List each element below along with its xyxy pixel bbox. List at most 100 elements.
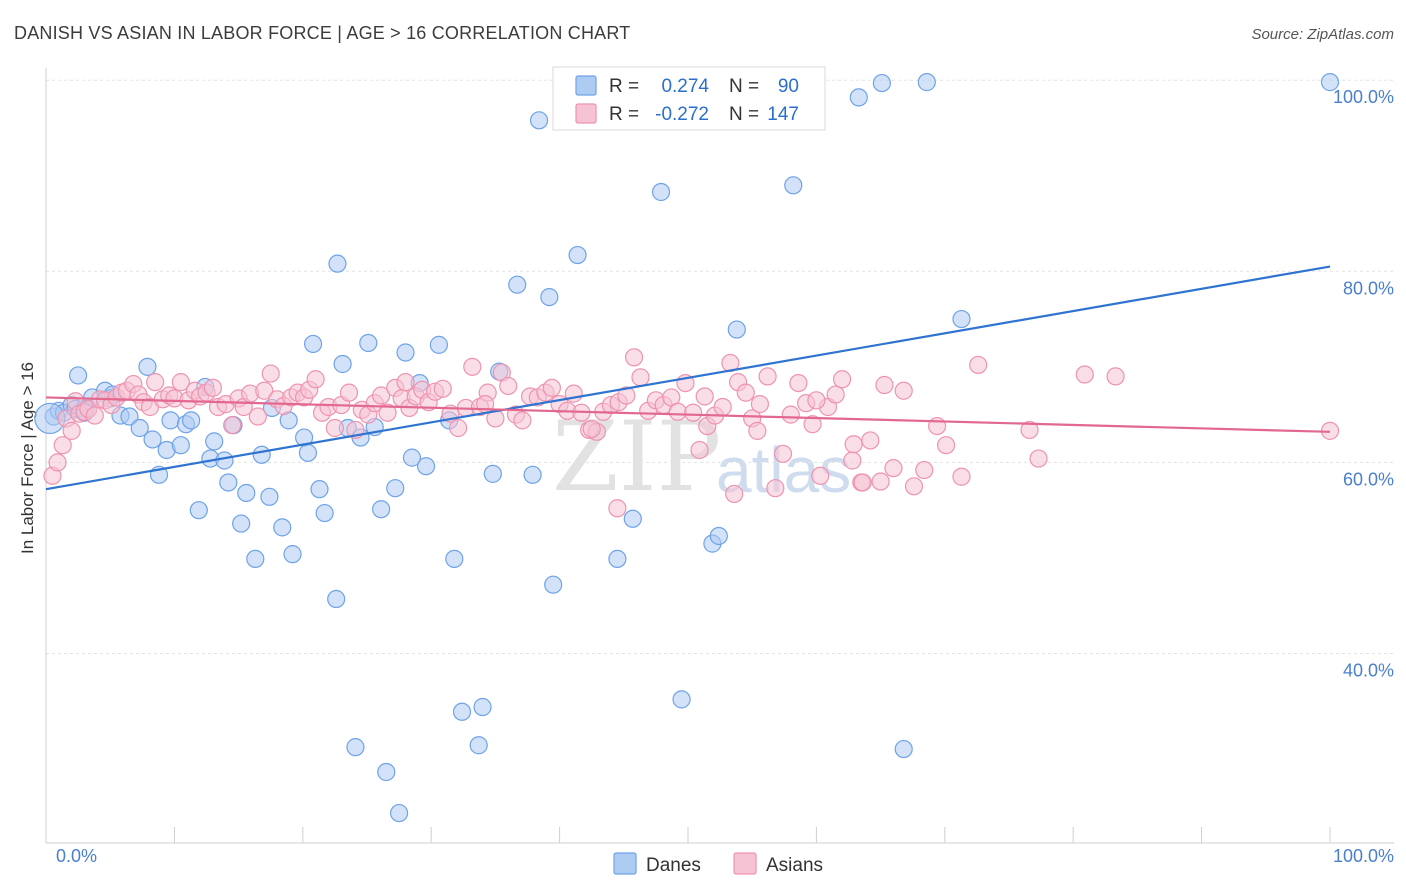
point-danes-75 (623, 509, 642, 528)
trend-lines (45, 265, 1331, 491)
legend-r-label-asians: R = (609, 104, 639, 125)
trend-line-asians (45, 396, 1331, 433)
point-danes-32 (246, 549, 265, 569)
point-danes-16 (143, 430, 162, 449)
point-danes-56 (396, 343, 415, 362)
point-asians-141 (807, 391, 826, 410)
point-danes-63 (452, 702, 472, 721)
y-tick-label-100: 100.0% (1333, 87, 1394, 107)
point-danes-50 (359, 333, 378, 353)
point-danes-59 (416, 457, 436, 476)
point-asians-90 (624, 348, 644, 367)
point-danes-72 (544, 575, 563, 594)
point-danes-83 (872, 73, 891, 93)
point-asians-102 (713, 397, 732, 417)
point-danes-86 (952, 309, 971, 329)
point-asians-122 (871, 472, 890, 491)
y-tick-labels: 100.0% 80.0% 60.0% 40.0% (1333, 87, 1394, 680)
point-asians-143 (853, 473, 872, 492)
point-asians-110 (773, 444, 793, 463)
point-danes-81 (784, 176, 803, 195)
point-danes-43 (315, 503, 334, 523)
point-asians-129 (952, 467, 971, 486)
point-asians-137 (608, 499, 627, 518)
point-asians-24 (171, 373, 190, 392)
point-danes-13 (120, 407, 139, 426)
point-asians-123 (884, 459, 903, 478)
bottom-legend: Danes Asians (613, 852, 823, 876)
point-danes-54 (386, 479, 405, 498)
y-tick-label-80: 80.0% (1343, 278, 1394, 298)
point-danes-62 (445, 549, 464, 569)
point-danes-80 (727, 320, 746, 339)
point-danes-46 (333, 354, 352, 374)
point-danes-22 (181, 411, 201, 430)
point-asians-134 (1106, 367, 1125, 386)
point-danes-77 (672, 690, 691, 709)
legend-n-label-asians: N = (729, 104, 759, 125)
point-asians-2 (53, 436, 72, 455)
point-danes-85 (917, 73, 936, 92)
point-danes-36 (273, 518, 292, 537)
point-asians-32 (223, 416, 242, 435)
bottom-legend-swatch-danes (613, 852, 637, 875)
point-asians-99 (690, 440, 709, 460)
point-asians-79 (542, 378, 561, 397)
point-asians-139 (695, 387, 714, 406)
point-danes-66 (483, 464, 502, 483)
point-danes-5 (68, 366, 88, 385)
point-asians-9 (85, 406, 104, 425)
point-asians-55 (372, 386, 391, 405)
point-danes-33 (252, 445, 271, 464)
point-asians-114 (803, 415, 822, 434)
trend-line-danes (45, 265, 1331, 491)
point-danes-73 (568, 245, 587, 265)
y-axis-label: In Labor Force | Age > 16 (18, 362, 37, 554)
point-danes-65 (473, 697, 492, 717)
point-asians-48 (325, 418, 344, 438)
point-danes-40 (298, 443, 318, 462)
point-danes-52 (372, 500, 391, 519)
point-danes-68 (508, 275, 527, 294)
legend-box (552, 66, 826, 131)
point-asians-36 (248, 407, 267, 426)
point-asians-37 (255, 381, 274, 400)
point-danes-31 (237, 483, 256, 503)
point-danes-20 (171, 436, 190, 455)
point-danes-57 (402, 448, 422, 467)
point-danes-64 (469, 736, 488, 755)
legend-r-value-danes: 0.274 (661, 76, 709, 97)
bottom-legend-label-danes: Danes (646, 855, 701, 876)
chart-title: DANISH VS ASIAN IN LABOR FORCE | AGE > 1… (14, 23, 630, 43)
point-danes-26 (205, 432, 224, 451)
legend-r-value-asians: -0.272 (655, 104, 709, 125)
point-danes-70 (529, 111, 549, 130)
point-asians-50 (339, 383, 359, 402)
legend-swatch-danes (575, 75, 597, 96)
point-asians-125 (904, 477, 924, 496)
y-tick-label-60: 60.0% (1343, 469, 1394, 489)
point-danes-71 (540, 287, 559, 307)
point-asians-66 (449, 418, 468, 438)
legend-n-label-danes: N = (729, 76, 759, 97)
point-asians-109 (766, 479, 785, 498)
point-danes-74 (608, 549, 627, 569)
point-asians-89 (617, 386, 636, 405)
chart-source: Source: ZipAtlas.com (1251, 26, 1394, 43)
point-asians-118 (832, 370, 852, 389)
point-asians-140 (725, 484, 744, 504)
point-danes-42 (310, 480, 329, 499)
point-danes-60 (429, 335, 449, 354)
point-asians-119 (843, 451, 862, 470)
point-asians-29 (203, 378, 223, 397)
point-asians-112 (789, 373, 808, 393)
point-danes-48 (346, 738, 365, 757)
point-asians-1 (48, 453, 67, 472)
point-asians-38 (261, 364, 280, 383)
point-asians-142 (844, 435, 863, 454)
point-danes-87 (1320, 73, 1340, 92)
point-danes-14 (130, 418, 149, 438)
point-danes-53 (377, 762, 396, 782)
point-danes-44 (327, 589, 346, 609)
